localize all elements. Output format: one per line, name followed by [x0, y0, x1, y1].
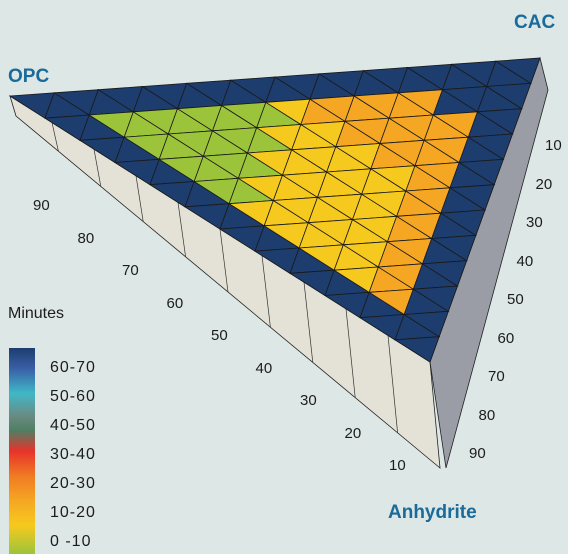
corner-label-anhydrite: Anhydrite	[388, 502, 477, 523]
left-axis-tick-label: 30	[300, 392, 317, 409]
side-wall-gridline	[93, 149, 102, 187]
side-wall-gridline	[177, 202, 186, 257]
surface-cell	[393, 336, 440, 363]
surface-cell	[494, 57, 541, 84]
surface-cell	[467, 133, 514, 160]
side-wall-gridline	[135, 175, 144, 222]
left-axis-tick-label: 70	[122, 262, 139, 279]
side-wall-gridline	[219, 228, 229, 293]
corner-label-opc: OPC	[8, 66, 50, 87]
surface-cell	[448, 184, 495, 211]
corner-label-cac: CAC	[514, 12, 556, 33]
right-axis-tick-label: 40	[516, 252, 534, 270]
right-axis-tick-label: 10	[545, 137, 562, 154]
legend-title: Minutes	[8, 305, 65, 322]
side-wall-gridline	[387, 335, 398, 433]
right-axis-tick-label: 20	[535, 175, 553, 193]
plot-surface	[8, 57, 541, 363]
surface-cell	[476, 108, 523, 135]
left-axis-tick-label: 50	[211, 327, 228, 344]
right-axis-tick-label: 30	[526, 214, 543, 231]
left-axis-tick-label: 20	[344, 424, 362, 442]
left-axis-tick-label: 80	[77, 229, 95, 247]
legend-label: 20-30	[50, 475, 96, 492]
side-wall-gridline	[261, 255, 271, 328]
left-axis-tick-label: 40	[255, 359, 273, 377]
surface-cell	[439, 209, 486, 236]
surface-cell	[457, 158, 504, 186]
surface-cell	[412, 285, 459, 312]
legend-label: 50-60	[50, 388, 96, 405]
side-wall-gridline	[51, 122, 59, 152]
legend-color-bar	[9, 348, 35, 554]
legend-label: 10-20	[50, 504, 96, 521]
surface-cell	[430, 234, 477, 262]
right-axis-tick-label: 60	[497, 329, 515, 347]
legend-label: 40-50	[50, 417, 96, 434]
legend-label: 30-40	[50, 446, 96, 463]
surface-cell	[485, 82, 532, 110]
side-wall-gridline	[303, 282, 314, 363]
left-axis-tick-label: 10	[389, 457, 406, 474]
left-axis-tick-label: 90	[33, 197, 50, 214]
surface-cell	[402, 310, 449, 338]
left-axis-tick-label: 60	[166, 294, 184, 312]
side-wall-gridline	[345, 308, 356, 398]
surface-cell	[421, 260, 468, 287]
legend-label: 60-70	[50, 359, 96, 376]
right-axis-tick-label: 70	[488, 368, 505, 385]
right-axis-tick-label: 90	[469, 445, 486, 462]
right-axis-tick-label: 80	[478, 406, 496, 424]
legend-label: 0 -10	[50, 533, 92, 550]
right-axis-tick-label: 50	[507, 291, 524, 308]
